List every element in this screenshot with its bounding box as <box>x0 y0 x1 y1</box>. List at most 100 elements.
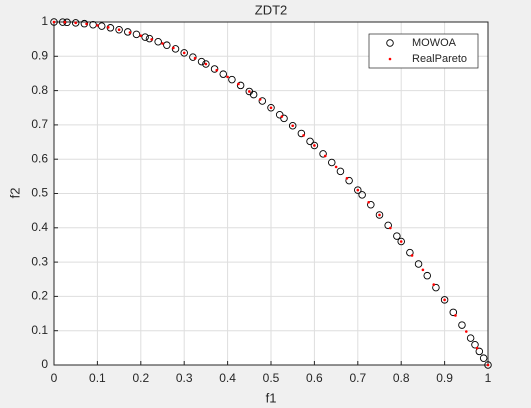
point <box>334 165 338 169</box>
point <box>397 237 405 246</box>
point <box>171 45 180 53</box>
point <box>85 22 88 26</box>
point <box>128 31 132 34</box>
point <box>172 46 175 50</box>
point <box>319 150 327 158</box>
x-tick-label: 0.7 <box>349 371 366 385</box>
point <box>249 90 258 99</box>
legend-label: RealPareto <box>412 53 467 65</box>
x-tick-label: 0.1 <box>89 371 106 385</box>
point <box>466 334 475 342</box>
point <box>132 30 141 39</box>
point <box>248 90 251 93</box>
point <box>475 346 479 350</box>
point <box>358 191 366 199</box>
point <box>465 330 468 333</box>
y-tick-label: 0 <box>41 357 48 371</box>
point <box>189 53 197 61</box>
point <box>356 188 360 192</box>
x-tick-label: 0.5 <box>263 371 280 385</box>
axes-box <box>53 21 489 366</box>
point <box>449 308 458 317</box>
point <box>280 115 284 118</box>
point <box>182 51 186 55</box>
point <box>258 97 267 105</box>
point <box>237 82 240 86</box>
y-tick-label: 0.7 <box>31 117 48 131</box>
point <box>440 296 449 304</box>
point <box>410 254 414 257</box>
x-tick-label: 1 <box>485 371 492 385</box>
point <box>432 283 440 292</box>
point <box>193 56 197 60</box>
point <box>443 298 446 302</box>
point <box>399 240 403 243</box>
point <box>297 129 306 138</box>
point <box>145 34 154 43</box>
y-tick-label: 0.5 <box>31 186 48 200</box>
point <box>154 38 162 46</box>
x-tick-label: 0.6 <box>306 371 323 385</box>
point <box>302 134 305 137</box>
point <box>336 167 345 176</box>
y-tick-label: 0.1 <box>31 323 48 337</box>
point <box>354 186 362 194</box>
point <box>219 70 228 78</box>
y-tick-label: 0.2 <box>31 289 48 303</box>
point <box>414 260 423 268</box>
x-tick-label: 0.8 <box>393 371 410 385</box>
point <box>163 41 171 49</box>
point <box>375 211 384 219</box>
point <box>139 34 143 38</box>
point <box>150 38 153 41</box>
point <box>258 98 262 101</box>
point <box>345 176 353 185</box>
point <box>345 176 349 180</box>
point <box>52 20 56 24</box>
point <box>74 21 77 25</box>
point <box>210 65 219 73</box>
point <box>117 28 121 32</box>
point <box>197 57 206 66</box>
point <box>115 25 123 34</box>
point <box>484 361 492 369</box>
point <box>378 213 381 217</box>
point <box>421 268 425 272</box>
point <box>367 200 370 204</box>
point <box>393 232 401 240</box>
point <box>475 347 484 356</box>
point <box>384 221 392 230</box>
point <box>310 141 319 150</box>
point <box>454 314 457 317</box>
chart-title: ZDT2 <box>255 2 288 17</box>
point <box>479 354 488 362</box>
legend-marker <box>386 39 394 47</box>
x-axis-label: f1 <box>266 390 277 405</box>
point <box>306 137 314 146</box>
legend-label: MOWOA <box>412 37 457 49</box>
point <box>389 226 392 230</box>
point <box>215 68 219 72</box>
point <box>96 24 99 27</box>
point <box>180 49 188 57</box>
point <box>202 60 210 68</box>
x-tick-label: 0 <box>51 371 58 385</box>
y-tick-label: 0.9 <box>31 48 48 62</box>
legend-box <box>368 33 479 69</box>
point <box>323 154 327 158</box>
point <box>269 106 273 110</box>
y-axis-label: f2 <box>7 188 22 199</box>
point <box>423 271 431 280</box>
x-tick-label: 0.2 <box>132 371 149 385</box>
point <box>50 18 58 26</box>
point <box>267 103 275 112</box>
point <box>141 33 149 41</box>
point <box>71 19 80 27</box>
point <box>226 75 229 79</box>
y-tick-label: 1 <box>41 14 48 28</box>
y-tick-label: 0.4 <box>31 220 48 234</box>
point <box>406 248 414 257</box>
y-tick-label: 0.6 <box>31 151 48 165</box>
